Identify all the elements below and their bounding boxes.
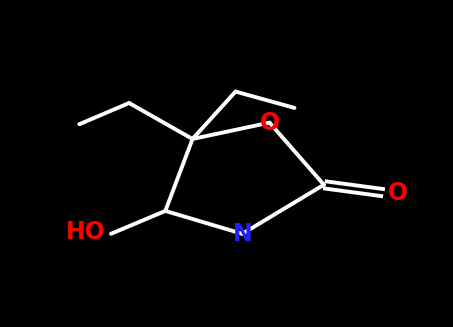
Text: O: O — [388, 181, 408, 205]
Text: HO: HO — [66, 220, 106, 244]
Text: N: N — [232, 222, 252, 246]
Text: O: O — [260, 111, 280, 135]
